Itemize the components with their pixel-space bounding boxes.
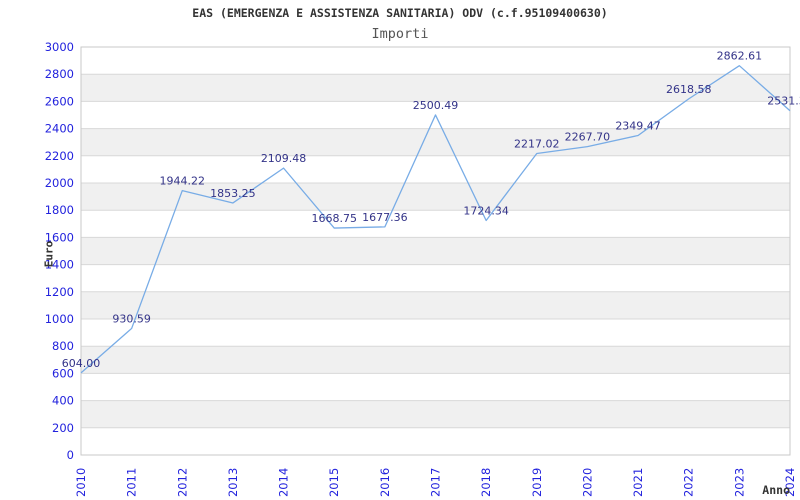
x-tick-label: 2010 [74,468,88,497]
x-tick-label: 2024 [783,468,797,497]
y-axis-label: Euro [42,240,56,268]
point-label: 2500.49 [413,99,459,112]
point-label: 1677.36 [362,211,408,224]
y-tick-label: 3000 [45,40,74,54]
y-tick-label: 2200 [45,149,74,163]
x-tick-label: 2014 [277,468,291,497]
background-band [81,74,790,102]
plot-border [80,46,791,456]
background-band [81,291,790,319]
point-label: 2217.02 [514,137,560,150]
x-tick-label: 2012 [175,468,189,497]
background-band [81,400,790,428]
y-tick-label: 2600 [45,94,74,108]
y-tick-label: 1200 [45,285,74,299]
y-tick-label: 1000 [45,312,74,326]
point-label: 1668.75 [311,212,357,225]
x-axis-label: Anno [762,483,790,497]
y-tick-label: 600 [52,366,74,380]
x-tick-label: 2018 [479,468,493,497]
y-tick-label: 400 [52,394,74,408]
point-label: 930.59 [112,312,151,325]
x-tick-label: 2016 [378,468,392,497]
y-tick-label: 1800 [45,203,74,217]
point-label: 1853.25 [210,187,256,200]
background-band [81,128,790,156]
point-label: 2109.48 [261,152,307,165]
x-tick-label: 2020 [580,468,594,497]
point-label: 2267.70 [565,131,611,144]
point-label: 1944.22 [160,175,206,188]
chart-subtitle: Importi [371,26,429,42]
y-tick-label: 2800 [45,67,74,81]
y-tick-label: 1600 [45,230,74,244]
chart-title: EAS (EMERGENZA E ASSISTENZA SANITARIA) O… [192,6,608,20]
y-tick-label: 0 [67,448,74,462]
y-tick-label: 2400 [45,122,74,136]
y-tick-label: 1400 [45,258,74,272]
x-tick-label: 2015 [327,468,341,497]
point-label: 2618.58 [666,83,712,96]
background-band [81,237,790,265]
point-label: 2862.61 [717,50,763,63]
x-tick-label: 2019 [530,468,544,497]
background-band [81,346,790,374]
x-tick-label: 2011 [125,468,139,497]
x-tick-label: 2023 [732,468,746,497]
x-tick-label: 2022 [682,468,696,497]
data-line [80,65,791,374]
y-tick-label: 200 [52,421,74,435]
y-tick-label: 800 [52,339,74,353]
x-tick-label: 2017 [429,468,443,497]
background-band [81,183,790,211]
y-tick-label: 2000 [45,176,74,190]
x-tick-label: 2021 [631,468,645,497]
point-label: 2531.33 [767,95,800,108]
point-label: 2349.47 [615,119,661,132]
point-label: 604.00 [62,357,101,370]
x-tick-label: 2013 [226,468,240,497]
point-label: 1724.34 [463,204,509,217]
